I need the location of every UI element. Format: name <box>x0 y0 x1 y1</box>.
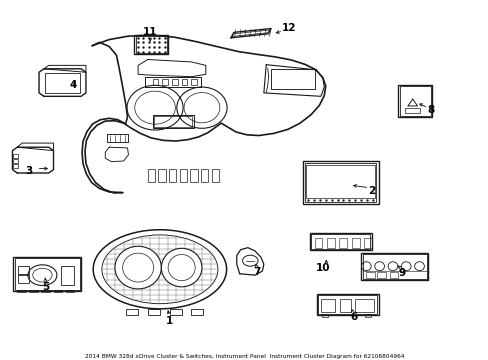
Bar <box>61 266 74 285</box>
Bar <box>17 289 26 292</box>
Bar <box>397 85 431 117</box>
Bar <box>405 108 419 113</box>
Text: 11: 11 <box>142 27 157 37</box>
Bar <box>18 275 29 283</box>
Text: 12: 12 <box>281 23 296 33</box>
Bar <box>306 166 374 198</box>
Bar <box>152 79 158 85</box>
Bar <box>310 234 369 249</box>
Text: 3: 3 <box>26 166 33 176</box>
Bar <box>302 161 378 204</box>
Bar <box>354 298 373 312</box>
Text: 8: 8 <box>427 105 434 115</box>
Text: 10: 10 <box>315 263 330 273</box>
Bar <box>145 77 201 87</box>
Bar <box>339 238 346 248</box>
Bar <box>326 238 334 248</box>
Bar <box>364 238 371 248</box>
Bar <box>134 35 168 54</box>
Bar <box>320 298 335 312</box>
Bar <box>362 254 426 279</box>
Bar <box>190 169 197 182</box>
Bar <box>15 258 80 290</box>
Bar <box>53 289 62 292</box>
Bar <box>389 273 397 278</box>
Text: 7: 7 <box>253 267 260 277</box>
Bar <box>181 79 187 85</box>
Text: 5: 5 <box>41 282 49 292</box>
Bar <box>361 253 427 280</box>
Bar <box>211 169 219 182</box>
Text: 4: 4 <box>69 80 77 90</box>
Text: 2: 2 <box>367 185 374 195</box>
Ellipse shape <box>161 248 202 287</box>
Ellipse shape <box>115 246 161 289</box>
Bar <box>351 238 359 248</box>
Text: 6: 6 <box>349 312 357 323</box>
Bar <box>169 309 181 315</box>
Bar <box>172 79 178 85</box>
Bar <box>318 295 377 314</box>
Text: 9: 9 <box>398 268 405 278</box>
Bar <box>13 154 18 158</box>
Bar <box>158 169 165 182</box>
Bar <box>316 294 378 315</box>
Bar <box>18 266 29 274</box>
Bar <box>191 79 197 85</box>
Bar <box>366 273 374 278</box>
Text: 1: 1 <box>165 316 173 326</box>
Bar <box>180 169 186 182</box>
Bar <box>154 116 192 127</box>
Bar <box>365 314 370 317</box>
Bar <box>201 169 208 182</box>
Bar <box>309 233 371 251</box>
Bar <box>377 273 386 278</box>
Bar <box>13 165 18 168</box>
Bar <box>321 314 327 317</box>
Bar <box>162 79 168 85</box>
Bar <box>65 289 74 292</box>
Bar <box>13 159 18 163</box>
Bar <box>270 69 314 89</box>
Bar <box>191 309 203 315</box>
Text: 2014 BMW 328d xDrive Cluster & Switches, Instrument Panel  Instrument Cluster Di: 2014 BMW 328d xDrive Cluster & Switches,… <box>84 354 404 359</box>
Bar <box>340 298 350 312</box>
Bar <box>136 36 166 53</box>
Bar <box>305 163 376 202</box>
Bar <box>147 309 160 315</box>
Bar <box>29 289 38 292</box>
Bar <box>314 238 322 248</box>
Bar <box>126 309 138 315</box>
Bar <box>399 86 430 116</box>
Bar <box>147 169 155 182</box>
Bar <box>41 289 50 292</box>
Bar <box>152 115 193 128</box>
Bar <box>45 73 80 93</box>
Bar <box>13 257 81 291</box>
Bar <box>169 169 176 182</box>
